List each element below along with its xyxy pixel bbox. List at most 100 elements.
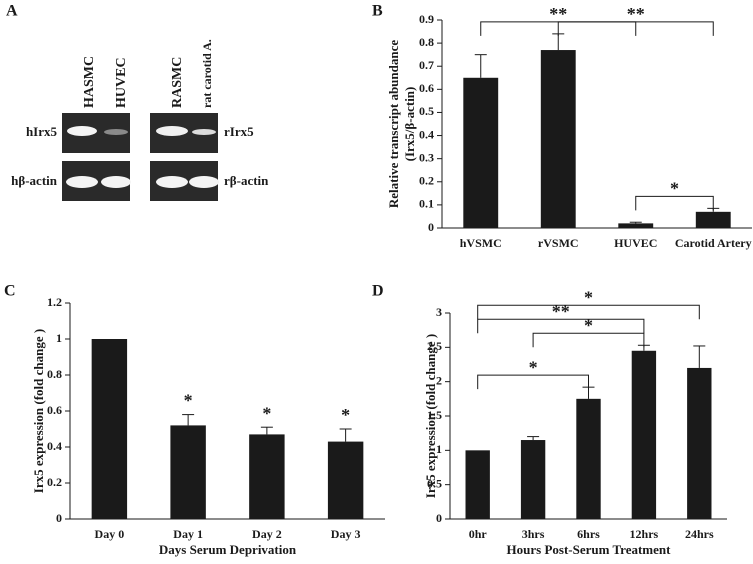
x-tick-label-box: Day 2 (252, 527, 282, 541)
x-axis-title: Days Serum Deprivation (159, 542, 297, 557)
panel-label: C (4, 283, 16, 300)
bar (631, 350, 657, 519)
y-axis-title: Irx5 expression (fold change ) (423, 334, 438, 498)
significance-mark: ** (549, 4, 567, 24)
lane-label: RASMC (170, 57, 185, 108)
y-tick-label: 0.8 (47, 367, 62, 381)
y-tick-label: 0 (56, 511, 62, 525)
x-tick-label-box: rVSMC (537, 236, 579, 250)
lane-label: rat carotid A. (200, 39, 214, 108)
panel-label: B (372, 3, 383, 20)
significance-bracket (635, 195, 714, 211)
x-tick-label: Day 1 (173, 527, 203, 541)
x-tick-label: 6hrs (577, 527, 600, 541)
row-label: hIrx5 (26, 124, 58, 139)
y-tick-label: 1 (436, 442, 442, 456)
x-tick-label: HUVEC (614, 236, 658, 250)
x-tick-label: 3hrs (521, 527, 545, 541)
x-tick-label: rVSMC (537, 236, 579, 250)
x-tick-label-box: 12hrs (630, 527, 659, 541)
x-tick-label-box: HUVEC (614, 236, 658, 250)
bar (540, 50, 576, 228)
significance-mark: * (670, 178, 679, 198)
x-tick-label-box: Carotid Artery (675, 236, 752, 250)
lane-label: HASMC (82, 56, 97, 108)
bar (576, 398, 601, 519)
y-tick-label: 2.5 (427, 339, 442, 353)
x-tick-label-box: 6hrs (577, 527, 600, 541)
x-tick-label: Day 2 (252, 527, 282, 541)
significance-bracket (477, 318, 645, 334)
y-tick-label: 0.2 (419, 174, 434, 188)
bar (695, 211, 731, 228)
error-bar (182, 414, 195, 426)
y-tick-label: 0.6 (47, 403, 62, 417)
y-tick-label: 0.3 (419, 150, 434, 164)
x-tick-label-box: Day 0 (94, 527, 125, 541)
x-tick-label: Day 0 (94, 527, 125, 541)
panel-label: A (6, 3, 18, 20)
x-tick-label: hVSMC (459, 236, 502, 250)
error-bar (474, 54, 487, 78)
row-label: rβ-actin (224, 173, 269, 188)
x-tick-label-box: hVSMC (459, 236, 502, 250)
y-tick-label: 0.5 (427, 476, 442, 490)
significance-mark: * (584, 287, 593, 307)
significance-bracket (477, 374, 589, 390)
x-axis-title: Hours Post-Serum Treatment (507, 542, 672, 557)
y-tick-label: 0.4 (47, 439, 62, 453)
y-axis-title: Irx5 expression (fold change ) (31, 329, 46, 493)
x-tick-label-box: 3hrs (521, 527, 545, 541)
y-tick-label: 2 (436, 373, 442, 387)
y-tick-label: 3 (436, 305, 442, 319)
y-tick-label: 0.8 (419, 35, 434, 49)
gel-images (62, 113, 219, 201)
significance-mark: ** (552, 301, 570, 321)
x-tick-label: Day 3 (330, 527, 361, 541)
bar (463, 77, 499, 229)
row-label: rIrx5 (224, 124, 254, 139)
error-bar (552, 33, 565, 51)
x-tick-label-box: Day 1 (173, 527, 203, 541)
error-bar (339, 428, 352, 442)
y-tick-label: 0 (436, 511, 442, 525)
significance-bracket (557, 21, 714, 36)
bar (618, 223, 654, 228)
significance-mark: * (584, 315, 593, 335)
panel-label: D (372, 283, 384, 300)
significance-mark: * (529, 357, 538, 377)
error-bar (693, 345, 706, 368)
x-tick-label: 0hr (468, 527, 487, 541)
y-tick-label: 1.2 (47, 295, 62, 309)
bar (520, 440, 546, 519)
lane-label: HUVEC (114, 57, 129, 108)
x-tick-label: 24hrs (684, 527, 714, 541)
bar (249, 434, 285, 519)
x-tick-label-box: 24hrs (684, 527, 714, 541)
significance-mark: * (262, 403, 271, 423)
y-tick-label: 0.2 (47, 475, 62, 489)
significance-bracket (532, 332, 645, 348)
error-bar (260, 426, 273, 435)
significance-mark: ** (627, 4, 645, 24)
x-tick-label-box: Day 3 (330, 527, 361, 541)
y-tick-label: 0.4 (419, 127, 434, 141)
bar (170, 425, 206, 519)
error-bar (527, 436, 540, 441)
y-tick-label: 0.5 (419, 104, 434, 118)
bar (327, 441, 364, 519)
y-axis-title: Relative transcript abundance (386, 40, 401, 209)
significance-mark: * (341, 405, 350, 425)
y-tick-label: 0.9 (419, 12, 434, 26)
y-tick-label: 1.5 (427, 408, 442, 422)
y-tick-label: 0.1 (419, 197, 434, 211)
y-axis-title: (Irx5/β-actin) (402, 87, 417, 162)
bar (91, 339, 128, 519)
y-tick-label: 0.7 (419, 58, 434, 72)
significance-bracket (477, 304, 700, 320)
row-label: hβ-actin (11, 173, 58, 188)
bar (687, 367, 712, 519)
y-tick-label: 1 (56, 331, 62, 345)
y-tick-label: 0.6 (419, 81, 434, 95)
